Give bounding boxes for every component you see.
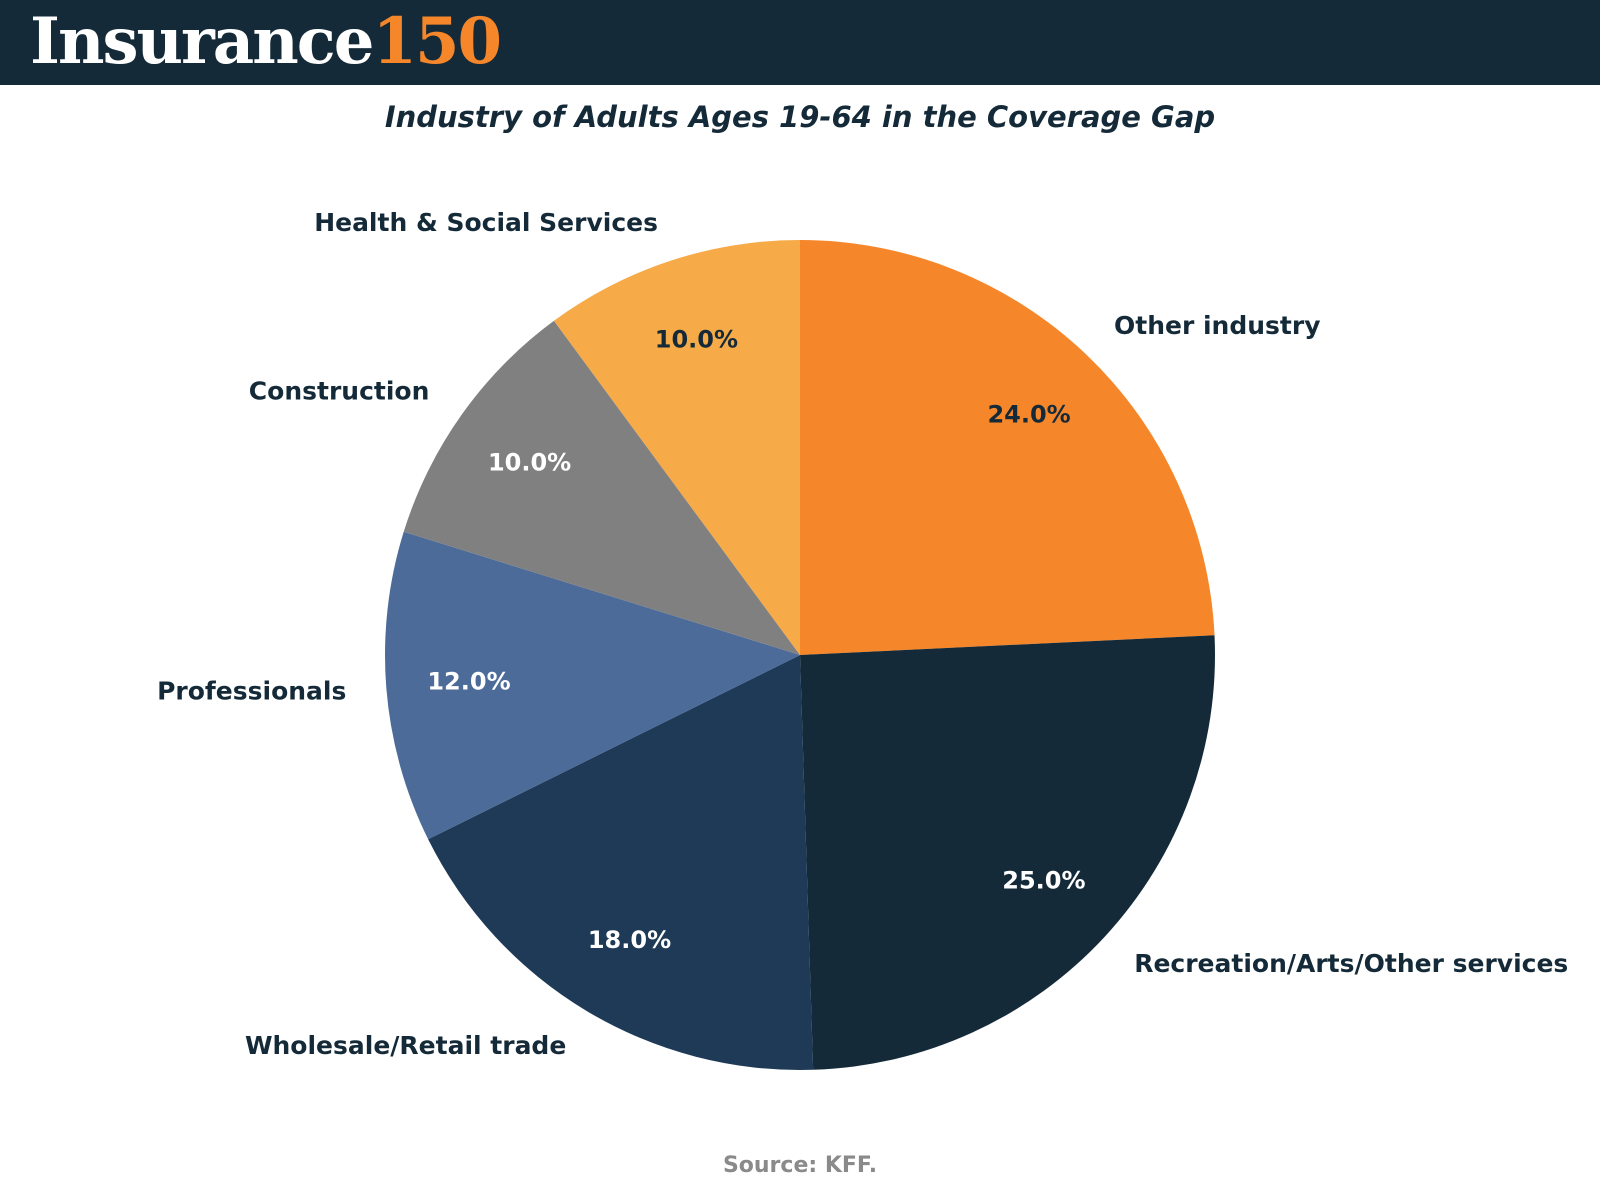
pie-category-label-recreation-arts-other-services: Recreation/Arts/Other services	[1134, 949, 1568, 978]
brand-logo: Insurance150	[30, 2, 502, 82]
pie-slice-construction	[403, 320, 800, 655]
chart-title: Industry of Adults Ages 19-64 in the Cov…	[384, 100, 1216, 134]
pie-value-label-health-social-services: 10.0%	[655, 326, 738, 354]
pie-slice-recreation-arts-other-services	[800, 635, 1216, 1070]
pie-value-label-professionals: 12.0%	[427, 667, 510, 695]
pie-slice-wholesale-retail-trade	[428, 655, 814, 1070]
pie-category-labels: Other industry Recreation/Arts/Other serv…	[157, 208, 1568, 1060]
pie-category-label-other-industry: Other industry	[1114, 311, 1321, 340]
pie-category-label-construction: Construction	[249, 377, 430, 406]
logo-number: 150	[372, 4, 502, 79]
pie-category-label-wholesale-retail-trade: Wholesale/Retail trade	[245, 1031, 566, 1060]
pie-value-label-other-industry: 24.0%	[987, 401, 1070, 429]
pie-slices	[385, 240, 1216, 1070]
pie-slice-professionals	[385, 531, 800, 840]
pie-value-label-construction: 10.0%	[488, 448, 571, 476]
pie-category-label-health-social-services: Health & Social Services	[314, 208, 658, 237]
pie-slice-health-social-services	[553, 240, 800, 655]
logo-word: Insurance	[30, 4, 374, 79]
pie-slice-other-industry	[800, 240, 1215, 655]
pie-chart: 24.0% 25.0% 18.0% 12.0% 10.0% 10.0% Other ind…	[157, 208, 1568, 1070]
source-note: Source: KFF.	[722, 1153, 878, 1178]
pie-value-labels: 24.0% 25.0% 18.0% 12.0% 10.0% 10.0%	[427, 326, 1085, 954]
pie-category-label-professionals: Professionals	[157, 677, 346, 706]
header-bar: Insurance150	[0, 0, 1600, 85]
pie-value-label-wholesale-retail-trade: 18.0%	[588, 926, 671, 954]
pie-value-label-recreation-arts-other-services: 25.0%	[1002, 866, 1085, 894]
